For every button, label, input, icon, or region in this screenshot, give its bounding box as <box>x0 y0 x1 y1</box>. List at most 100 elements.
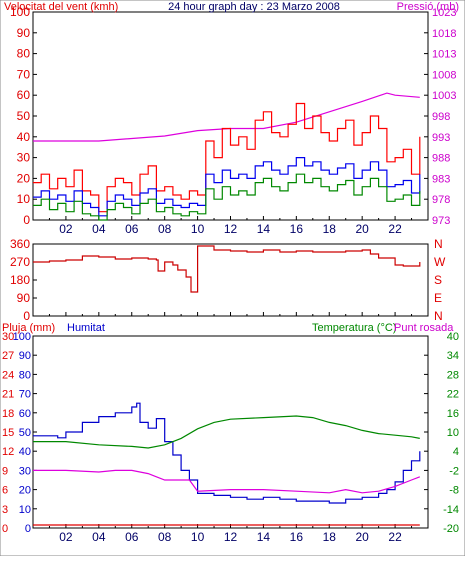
0|p1-x-tick-label: 08 <box>158 222 172 236</box>
p1-y-left-label: 100 <box>10 5 30 19</box>
0|p1-x-tick-label: 02 <box>59 222 73 236</box>
p2-compass-label: S <box>434 273 442 287</box>
p1-y-right-label: 978 <box>432 194 450 206</box>
p1-y-left-label: 30 <box>17 151 31 165</box>
rain-label: Pluja (mm) <box>2 322 55 334</box>
0|p1-x-tick-label: 20 <box>355 222 369 236</box>
p3-humidity-tick-label: 30 <box>19 465 31 477</box>
p1-series-0-line <box>33 92 420 142</box>
p3-temp-tick-label: -2 <box>449 465 459 477</box>
p2-y-left-label: 360 <box>10 237 30 251</box>
p3-rain-tick-label: 12 <box>2 446 14 458</box>
p3-series-1-line <box>33 415 420 449</box>
p3-temp-tick-label: 22 <box>447 389 459 401</box>
2|p3-x-tick-label: 20 <box>355 530 369 544</box>
0|p1-x-tick-label: 14 <box>257 222 271 236</box>
p1-y-right-label: 993 <box>432 132 450 144</box>
p3-humidity-tick-label: 10 <box>19 504 31 516</box>
2|p3-x-tick-label: 22 <box>388 530 402 544</box>
dew-point-label: Punt rosada <box>394 322 454 334</box>
p3-temp-tick-label: -20 <box>443 523 459 535</box>
p3-rain-tick-label: 15 <box>2 427 14 439</box>
0|p1-x-tick-label: 18 <box>323 222 337 236</box>
2|p3-x-tick-label: 02 <box>59 530 73 544</box>
2|p3-x-tick-label: 12 <box>224 530 238 544</box>
p1-y-right-label: 998 <box>432 111 450 123</box>
p3-humidity-tick-label: 40 <box>19 446 31 458</box>
temperature-label: Temperatura (°C) <box>312 322 396 334</box>
0|p1-x-tick-label: 16 <box>290 222 304 236</box>
p1-y-right-label: 1003 <box>432 90 456 102</box>
p1-y-left-label: 20 <box>17 171 31 185</box>
p2-y-left-label: 90 <box>17 291 31 305</box>
p1-y-left-label: 10 <box>17 192 31 206</box>
p3-humidity-tick-label: 100 <box>13 331 31 343</box>
p3-rain-tick-label: 18 <box>2 408 14 420</box>
p3-humidity-tick-label: 80 <box>19 369 31 381</box>
p3-rain-tick-label: 3 <box>2 504 8 516</box>
p3-humidity-tick-label: 70 <box>19 389 31 401</box>
0|p1-x-tick-label: 10 <box>191 222 205 236</box>
2|p3-x-tick-label: 18 <box>323 530 337 544</box>
p1-y-left-label: 0 <box>23 213 30 227</box>
0|p1-x-tick-label: 22 <box>388 222 402 236</box>
p2-y-left-label: 0 <box>23 309 30 323</box>
p2-series-0-line <box>33 245 421 293</box>
p1-y-right-label: 1008 <box>432 69 456 81</box>
p1-series-1-line <box>33 102 421 213</box>
p3-rain-tick-label: 30 <box>2 331 14 343</box>
p3-humidity-tick-label: 90 <box>19 350 31 362</box>
p2-plot-frame <box>32 243 429 317</box>
humidity-label: Humitat <box>67 322 105 334</box>
2|p3-x-tick-label: 14 <box>257 530 271 544</box>
p2-compass-label: N <box>434 237 443 251</box>
p1-plot-frame <box>32 11 429 221</box>
p3-humidity-tick-label: 0 <box>25 523 31 535</box>
p3-temp-tick-label: 28 <box>447 369 459 381</box>
p3-series-0-line <box>33 402 421 504</box>
p3-rain-tick-label: 24 <box>2 369 14 381</box>
p2-y-left-label: 270 <box>10 255 30 269</box>
rain-humidity-temperature-panel: Pluja (mm) Humitat Temperatura (°C)Punt ro… <box>2 322 459 544</box>
0|p1-x-tick-label: 04 <box>92 222 106 236</box>
p1-y-left-label: 80 <box>17 47 31 61</box>
p1-series-3-line <box>33 173 421 221</box>
wind-speed-label: Velocitat del vent (kmh) <box>4 1 118 13</box>
p2-compass-label: E <box>434 291 442 305</box>
p1-y-right-label: 1023 <box>432 7 456 19</box>
p3-rain-tick-label: 6 <box>2 485 8 497</box>
p1-y-right-label: 973 <box>432 215 450 227</box>
p3-rain-tick-label: 0 <box>2 523 8 535</box>
2|p3-x-tick-label: 06 <box>125 530 139 544</box>
p1-y-right-label: 983 <box>432 173 450 185</box>
pressure-label: Pressió (mb) <box>397 1 459 13</box>
2|p3-x-tick-label: 16 <box>290 530 304 544</box>
p1-series-2-line <box>33 157 421 217</box>
graph-title: 24 hour graph day : 23 Marzo 2008 <box>168 1 340 13</box>
p3-rain-tick-label: 9 <box>2 465 8 477</box>
p3-temp-tick-label: 16 <box>447 408 459 420</box>
p3-temp-tick-label: 4 <box>453 446 459 458</box>
p3-temp-tick-label: -8 <box>449 485 459 497</box>
p2-compass-label: W <box>434 255 446 269</box>
p1-y-left-label: 50 <box>17 109 31 123</box>
p1-y-left-label: 90 <box>17 26 31 40</box>
p3-series-2-line <box>33 469 421 494</box>
2|p3-x-tick-label: 08 <box>158 530 172 544</box>
p3-temp-tick-label: 40 <box>447 331 459 343</box>
2|p3-x-tick-label: 10 <box>191 530 205 544</box>
p3-humidity-tick-label: 60 <box>19 408 31 420</box>
p1-y-left-label: 70 <box>17 67 31 81</box>
p2-compass-label: N <box>434 309 443 323</box>
0|p1-x-tick-label: 12 <box>224 222 238 236</box>
p1-y-left-label: 40 <box>17 130 31 144</box>
p3-humidity-tick-label: 20 <box>19 485 31 497</box>
p1-y-right-label: 988 <box>432 153 450 165</box>
p3-temp-tick-label: 10 <box>447 427 459 439</box>
p3-rain-tick-label: 27 <box>2 350 14 362</box>
2|p3-x-tick-label: 04 <box>92 530 106 544</box>
0|p1-x-tick-label: 06 <box>125 222 139 236</box>
p3-rain-tick-label: 21 <box>2 389 14 401</box>
